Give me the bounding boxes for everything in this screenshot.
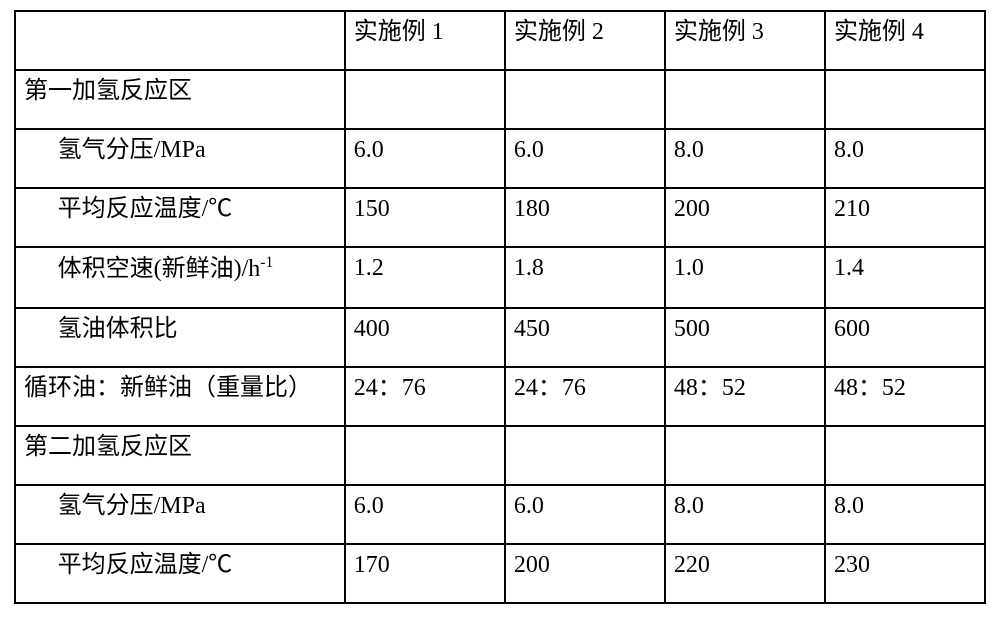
row-cell — [665, 426, 825, 485]
row-cell: 1.0 — [665, 247, 825, 308]
row-label: 平均反应温度/℃ — [15, 188, 345, 247]
row-cell — [825, 70, 985, 129]
row-label: 循环油：新鲜油（重量比） — [15, 367, 345, 426]
row-cell: 200 — [665, 188, 825, 247]
row-cell: 450 — [505, 308, 665, 367]
table-row: 平均反应温度/℃ 170 200 220 230 — [15, 544, 985, 603]
data-table: 实施例 1 实施例 2 实施例 3 实施例 4 第一加氢反应区 氢气分压/MPa… — [14, 10, 986, 604]
table-row: 平均反应温度/℃ 150 180 200 210 — [15, 188, 985, 247]
table-row: 循环油：新鲜油（重量比） 24：76 24：76 48：52 48：52 — [15, 367, 985, 426]
row-cell — [665, 70, 825, 129]
row-cell — [505, 70, 665, 129]
row-cell: 170 — [345, 544, 505, 603]
row-cell — [825, 426, 985, 485]
row-label: 第一加氢反应区 — [15, 70, 345, 129]
row-cell — [345, 70, 505, 129]
row-cell: 600 — [825, 308, 985, 367]
header-cell-0 — [15, 11, 345, 70]
row-cell: 8.0 — [665, 485, 825, 544]
row-cell: 24：76 — [345, 367, 505, 426]
row-cell: 400 — [345, 308, 505, 367]
table-row: 第二加氢反应区 — [15, 426, 985, 485]
row-cell: 48：52 — [825, 367, 985, 426]
row-cell: 24：76 — [505, 367, 665, 426]
row-cell: 1.8 — [505, 247, 665, 308]
row-label: 氢油体积比 — [15, 308, 345, 367]
row-label: 平均反应温度/℃ — [15, 544, 345, 603]
table-body: 实施例 1 实施例 2 实施例 3 实施例 4 第一加氢反应区 氢气分压/MPa… — [15, 11, 985, 603]
header-cell-2: 实施例 2 — [505, 11, 665, 70]
header-cell-3: 实施例 3 — [665, 11, 825, 70]
row-label: 氢气分压/MPa — [15, 129, 345, 188]
row-cell — [345, 426, 505, 485]
row-cell: 8.0 — [665, 129, 825, 188]
table-row: 第一加氢反应区 — [15, 70, 985, 129]
row-cell: 6.0 — [505, 485, 665, 544]
row-cell: 6.0 — [505, 129, 665, 188]
row-cell: 6.0 — [345, 129, 505, 188]
table-row: 氢油体积比 400 450 500 600 — [15, 308, 985, 367]
row-cell: 6.0 — [345, 485, 505, 544]
row-cell: 8.0 — [825, 485, 985, 544]
row-cell: 8.0 — [825, 129, 985, 188]
row-cell: 1.4 — [825, 247, 985, 308]
table-row: 氢气分压/MPa 6.0 6.0 8.0 8.0 — [15, 129, 985, 188]
row-cell: 1.2 — [345, 247, 505, 308]
row-cell: 230 — [825, 544, 985, 603]
row-label: 体积空速(新鲜油)/h-1 — [15, 247, 345, 308]
row-label: 第二加氢反应区 — [15, 426, 345, 485]
header-cell-1: 实施例 1 — [345, 11, 505, 70]
row-cell: 200 — [505, 544, 665, 603]
table-header-row: 实施例 1 实施例 2 实施例 3 实施例 4 — [15, 11, 985, 70]
table-row: 体积空速(新鲜油)/h-1 1.2 1.8 1.0 1.4 — [15, 247, 985, 308]
row-label: 氢气分压/MPa — [15, 485, 345, 544]
row-cell: 500 — [665, 308, 825, 367]
row-cell — [505, 426, 665, 485]
header-cell-4: 实施例 4 — [825, 11, 985, 70]
row-cell: 180 — [505, 188, 665, 247]
table-row: 氢气分压/MPa 6.0 6.0 8.0 8.0 — [15, 485, 985, 544]
row-cell: 210 — [825, 188, 985, 247]
row-cell: 220 — [665, 544, 825, 603]
row-cell: 48：52 — [665, 367, 825, 426]
row-cell: 150 — [345, 188, 505, 247]
